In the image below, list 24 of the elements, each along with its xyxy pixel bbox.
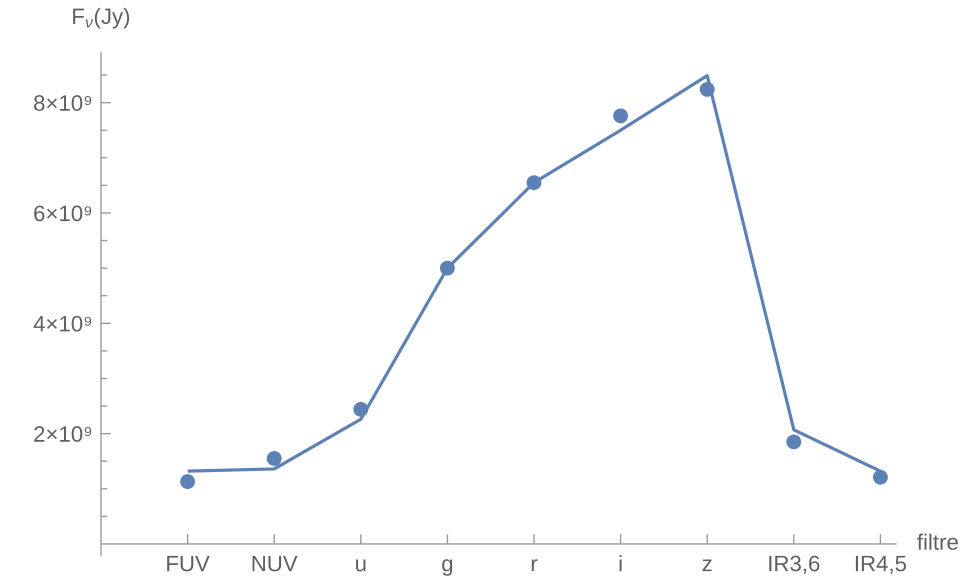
x-tick-label: FUV bbox=[167, 556, 210, 572]
x-tick-label: IR3,6 bbox=[769, 556, 820, 574]
point bbox=[180, 474, 196, 490]
point bbox=[613, 108, 628, 124]
x-tick-label: IR4,5 bbox=[856, 556, 906, 574]
x-tick-label: u bbox=[356, 559, 366, 572]
point bbox=[266, 451, 282, 466]
y-tick-label: 4×10⁹ bbox=[34, 316, 92, 332]
point bbox=[786, 434, 802, 450]
x-tick-label: r bbox=[532, 559, 538, 572]
y-tick-label: 2×10⁹ bbox=[34, 426, 92, 442]
point bbox=[353, 402, 368, 417]
point bbox=[700, 82, 715, 97]
x-tick-label: i bbox=[620, 555, 622, 572]
y-tick-label: 8×10⁹ bbox=[34, 95, 92, 111]
y-tick-label: 6×10⁹ bbox=[34, 206, 92, 222]
point bbox=[526, 175, 542, 190]
x-axis-title: filtre bbox=[917, 534, 958, 550]
y-axis-title: F$_{ν}$(Jy) bbox=[73, 8, 130, 29]
point bbox=[872, 470, 888, 485]
x-tick-label: NUV bbox=[252, 556, 298, 572]
x-tick-label: z bbox=[702, 559, 712, 572]
point bbox=[440, 260, 455, 276]
x-tick-label: g bbox=[442, 559, 452, 576]
